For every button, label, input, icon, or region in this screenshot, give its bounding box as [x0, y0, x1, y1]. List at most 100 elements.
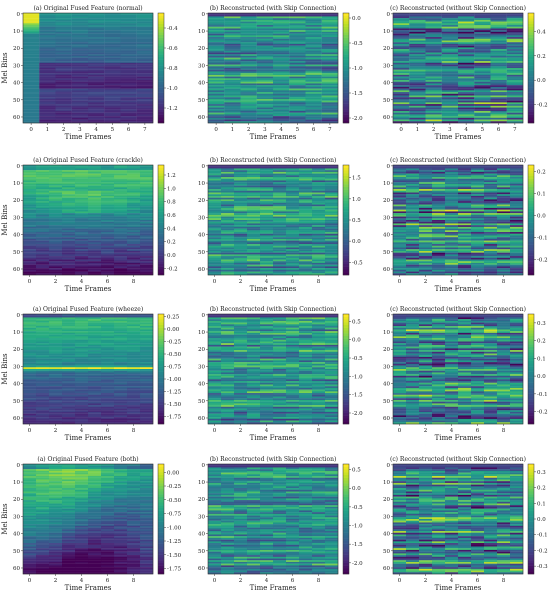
- panel-3-colorbar-segment: [528, 114, 534, 118]
- panel-4-cell: [49, 199, 63, 202]
- panel-8-cell: [312, 338, 326, 340]
- panel-3-cell: [490, 68, 507, 70]
- panel-5-cell: [234, 228, 248, 231]
- panel-6-cell: [497, 204, 511, 207]
- panel-3-colorbar-segment: [528, 48, 534, 52]
- panel-2-cell: [305, 23, 322, 26]
- panel-7-cell: [114, 410, 128, 413]
- panel-6-colorbar-segment: [528, 266, 534, 270]
- panel-5-cell: [312, 189, 326, 191]
- panel-8-cell: [286, 320, 300, 323]
- panel-5-cell: [273, 165, 287, 167]
- panel-6-colorbar-segment: [528, 225, 534, 229]
- panel-6-cell: [497, 183, 511, 186]
- panel-4-cell: [101, 259, 115, 262]
- panel-3-cell: [409, 57, 426, 60]
- panel-1-cell: [104, 57, 121, 60]
- panel-4-cell: [114, 244, 128, 246]
- panel-5-cell: [312, 182, 326, 185]
- panel-6-cell: [458, 233, 472, 236]
- panel-6-xtick-label: 4: [450, 279, 454, 285]
- panel-2-cell: [305, 121, 322, 124]
- panel-5-cell: [208, 235, 222, 238]
- panel-4-cell: [23, 211, 37, 214]
- panel-5-cell: [260, 194, 274, 197]
- panel-6-cell: [484, 187, 498, 190]
- panel-1-cell: [104, 109, 121, 112]
- panel-2-cell: [256, 76, 274, 79]
- panel-2-cell: [208, 18, 225, 21]
- panel-7-cell: [36, 406, 50, 409]
- panel-6-cell: [445, 269, 459, 272]
- panel-1-cell: [120, 18, 137, 21]
- panel-4-cell: [114, 226, 128, 229]
- panel-8-cell: [234, 334, 248, 337]
- panel-7-cell: [101, 411, 115, 414]
- panel-8-cell: [260, 351, 274, 354]
- panel-5-xtick-label: 4: [265, 279, 269, 285]
- panel-8-cell: [299, 363, 313, 366]
- panel-1-cell: [23, 49, 40, 51]
- panel-2-cell: [208, 93, 225, 96]
- panel-5-cell: [312, 178, 326, 181]
- panel-6-cell: [471, 235, 485, 238]
- panel-1-cell: [88, 21, 105, 24]
- panel-3-cbar-tick-label: 0.0: [537, 78, 546, 84]
- panel-5-cell: [234, 247, 248, 250]
- panel-5-cell: [234, 264, 248, 267]
- panel-7-xlabel: Time Frames: [65, 434, 112, 442]
- panel-7-cell: [36, 331, 50, 334]
- panel-4-cell: [88, 249, 102, 252]
- panel-7-cell: [49, 394, 63, 397]
- panel-1-cell: [39, 37, 56, 39]
- panel-5-cell: [325, 197, 339, 200]
- panel-1-cell: [55, 33, 72, 36]
- panel-6-cell: [445, 214, 459, 217]
- panel-2-cell: [289, 54, 306, 57]
- panel-7-cell: [49, 401, 63, 404]
- panel-7-cell: [23, 367, 37, 370]
- panel-2-cell: [289, 110, 306, 113]
- panel-7-cell: [62, 322, 76, 325]
- panel-5-cell: [208, 185, 222, 188]
- panel-1-ytick-label: 20: [13, 46, 20, 52]
- panel-7-cell: [127, 374, 141, 377]
- panel-1-cell: [104, 107, 121, 110]
- panel-4-cell: [88, 195, 102, 198]
- panel-3-title: (c) Reconstructed (without Skip Connecti…: [390, 5, 526, 12]
- panel-8-cell: [299, 329, 313, 332]
- panel-1-cell: [88, 13, 105, 15]
- panel-5-cell: [286, 216, 300, 219]
- panel-5-cell: [299, 264, 313, 267]
- panel-1-cell: [104, 86, 121, 89]
- panel-4-xtick-label: 4: [80, 279, 84, 285]
- panel-6-cell: [419, 235, 433, 238]
- panel-4-cell: [36, 273, 50, 276]
- panel-3-cell: [409, 112, 426, 115]
- panel-4-cell: [127, 237, 141, 240]
- panel-4-cell: [88, 254, 102, 257]
- panel-7-cell: [101, 360, 115, 363]
- panel-7-colorbar-segment: [158, 327, 164, 331]
- panel-6-cell: [406, 195, 420, 198]
- panel-6-cell: [471, 189, 485, 191]
- panel-5-cell: [325, 268, 339, 270]
- panel-7-cell: [140, 420, 154, 423]
- panel-7-cell: [49, 320, 63, 323]
- panel-2-cell: [321, 21, 339, 24]
- panel-4-cell: [88, 173, 102, 176]
- panel-2-cell: [273, 35, 290, 38]
- panel-3-cell: [393, 37, 410, 39]
- panel-6-cell: [484, 204, 498, 207]
- panel-3-cell: [425, 37, 442, 39]
- panel-2-cell: [256, 114, 274, 117]
- panel-5-colorbar-segment: [343, 200, 349, 204]
- panel-3-xlabel: Time Frames: [435, 133, 482, 141]
- panel-4-cell: [62, 213, 76, 215]
- panel-1-xtick-label: 2: [62, 127, 66, 133]
- panel-7-cell: [75, 372, 89, 375]
- panel-4-cell: [101, 165, 115, 167]
- panel-6-cell: [510, 252, 524, 255]
- panel-2-xtick-label: 6: [312, 127, 316, 133]
- panel-7-cell: [88, 362, 102, 364]
